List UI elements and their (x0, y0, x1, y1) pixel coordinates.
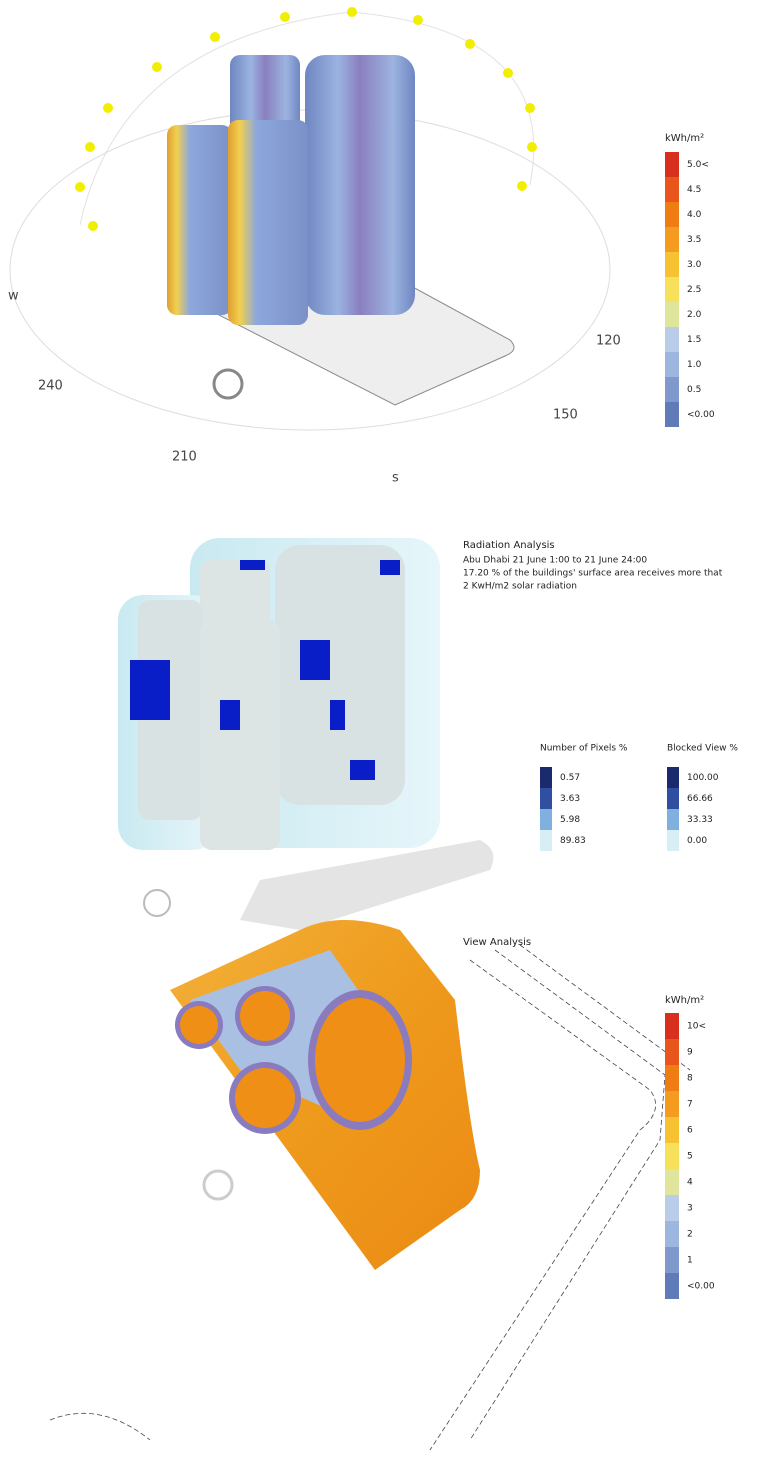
legend-label: <0.00 (687, 1282, 715, 1292)
legend-label: 10< (687, 1022, 706, 1032)
legend-label: 1 (687, 1256, 693, 1266)
legend-swatch (665, 1273, 679, 1299)
site-plate (240, 840, 494, 930)
legend-swatch (665, 1195, 679, 1221)
legend-swatch (540, 767, 552, 788)
tower (200, 620, 280, 850)
legend-swatch (540, 788, 552, 809)
legend-label: 66.66 (687, 794, 713, 804)
legend-label: 8 (687, 1074, 693, 1084)
tower (275, 545, 405, 805)
compass-label: 150 (553, 408, 578, 423)
compass-label: s (392, 471, 399, 486)
legend-swatch (665, 177, 679, 202)
panel-3-illustration (49, 920, 691, 1451)
legend-label: 0.57 (560, 773, 580, 783)
legend-swatch (665, 1247, 679, 1273)
legend-swatch (665, 1221, 679, 1247)
legend-label: 4.0 (687, 210, 702, 220)
legend-swatch (665, 252, 679, 277)
sun-positions (75, 7, 537, 231)
legend-title: Blocked View % (667, 744, 738, 754)
roof-radiation (180, 991, 405, 1128)
legend-label: 6 (687, 1126, 693, 1136)
legend-label: 4 (687, 1178, 693, 1188)
tower (138, 600, 203, 820)
legend-label: 3 (687, 1204, 693, 1214)
legend-label: 3.5 (687, 235, 701, 245)
legend-label: 5 (687, 1152, 693, 1162)
compass-label: 240 (38, 379, 63, 394)
compass-label: w (8, 289, 19, 304)
north-arrow (212, 368, 244, 400)
legend-unit: kWh/m² (665, 133, 704, 144)
legend-label: 1.5 (687, 335, 701, 345)
legend-swatch (540, 830, 552, 851)
legend-swatch (665, 1117, 679, 1143)
analysis-title: View Analysis (463, 937, 531, 948)
analysis-text: Abu Dhabi 21 June 1:00 to 21 June 24:00 (463, 556, 647, 566)
legend-swatch (540, 809, 552, 830)
legend-label: 2 (687, 1230, 693, 1240)
legend-label: 5.0< (687, 160, 709, 170)
legend-label: 2.0 (687, 310, 702, 320)
legend-swatch (665, 1013, 679, 1039)
tower (228, 120, 308, 325)
legend-swatch (665, 402, 679, 427)
legend-swatch (665, 302, 679, 327)
legend-label: 100.00 (687, 773, 719, 783)
legend-swatch (665, 1065, 679, 1091)
legend-swatch (667, 809, 679, 830)
legend-swatch (665, 202, 679, 227)
legend-label: 0.5 (687, 385, 701, 395)
legend-swatch (665, 227, 679, 252)
legend-label: 5.98 (560, 815, 580, 825)
legend-swatch (667, 767, 679, 788)
road-lines (49, 944, 691, 1451)
legend-label: 4.5 (687, 185, 701, 195)
legend-swatch (667, 830, 679, 851)
legend-label: 9 (687, 1048, 693, 1058)
legend-swatch (665, 1143, 679, 1169)
legend-label: <0.00 (687, 410, 715, 420)
legend-swatch (665, 1091, 679, 1117)
legend-label: 1.0 (687, 360, 702, 370)
north-arrow (202, 1169, 234, 1201)
analysis-text: 2 KwH/m2 solar radiation (463, 582, 577, 592)
legend-unit: kWh/m² (665, 995, 704, 1006)
blocked-pixels (130, 560, 400, 780)
legend-label: 3.0 (687, 260, 702, 270)
legend-label: 7 (687, 1100, 693, 1110)
legend-label: 2.5 (687, 285, 701, 295)
legend-swatch (665, 277, 679, 302)
north-arrow (143, 889, 171, 917)
legend-title: Number of Pixels % (540, 744, 628, 754)
legend-swatch (665, 152, 679, 177)
panel-2-illustration (118, 538, 494, 930)
analysis-title: Radiation Analysis (463, 540, 555, 551)
legend-swatch (665, 1039, 679, 1065)
legend-swatch (665, 352, 679, 377)
compass-label: 120 (596, 334, 621, 349)
legend-label: 0.00 (687, 836, 707, 846)
legend-swatch (665, 377, 679, 402)
legend-swatch (667, 788, 679, 809)
legend-label: 89.83 (560, 836, 586, 846)
legend-label: 3.63 (560, 794, 580, 804)
tower (305, 55, 415, 315)
legend-swatch (665, 1169, 679, 1195)
analysis-text: 17.20 % of the buildings' surface area r… (463, 569, 723, 579)
legend-label: 33.33 (687, 815, 713, 825)
panel-1-illustration (9, 7, 611, 431)
compass-label: 210 (172, 450, 197, 465)
legend-swatch (665, 327, 679, 352)
tower (167, 125, 232, 315)
